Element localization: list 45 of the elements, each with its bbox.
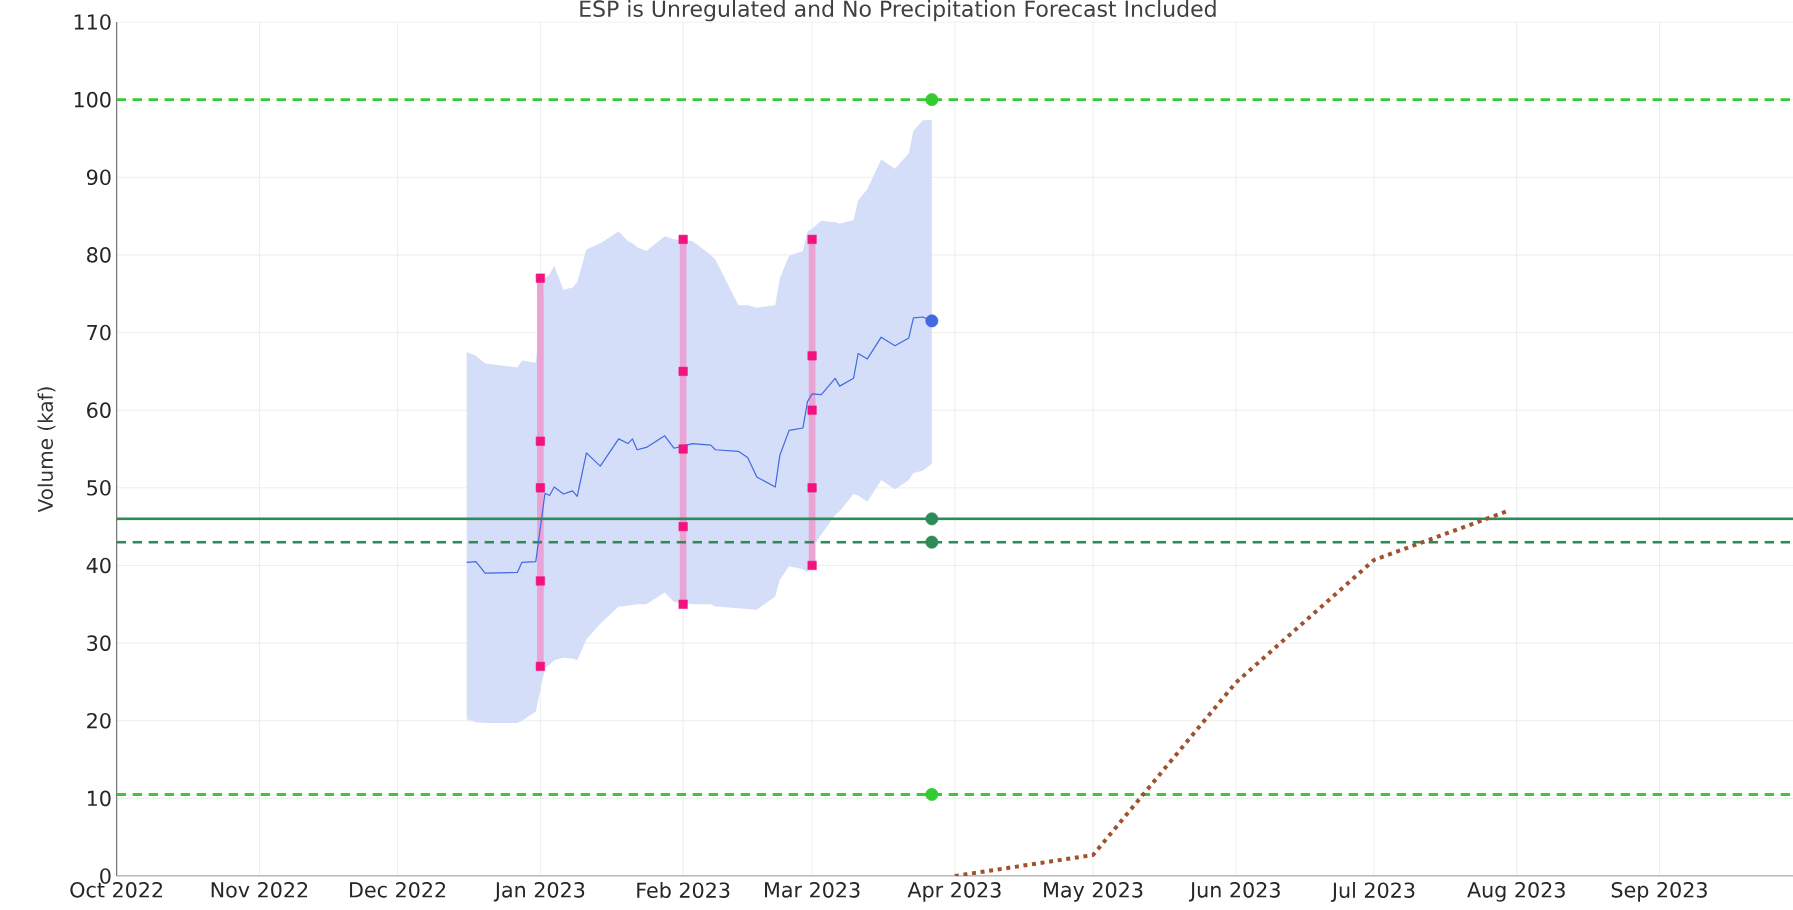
x-tick-label: May 2023	[1044, 882, 1143, 902]
y-tick-label: 10	[87, 790, 111, 807]
y-tick-label: 50	[87, 480, 111, 496]
point	[678, 522, 688, 532]
y-tick-label: 60	[87, 402, 111, 418]
y-tick-label: 20	[87, 712, 111, 729]
point	[678, 366, 688, 376]
point	[925, 512, 939, 526]
point	[535, 436, 545, 446]
point	[807, 560, 817, 570]
point	[678, 599, 688, 609]
point	[678, 444, 688, 454]
point	[535, 576, 545, 586]
y-tick-label: 80	[87, 247, 111, 263]
x-tick-label: Dec 2022	[350, 882, 446, 898]
point	[535, 661, 545, 671]
y-tick-label: 100	[74, 91, 111, 108]
x-tick-label: Jun 2023	[1189, 882, 1280, 902]
point	[807, 234, 817, 244]
chart-title: ESP is Unregulated and No Precipitation Forecast Included	[580, 0, 1216, 22]
point	[925, 788, 939, 801]
point	[807, 351, 817, 361]
point	[535, 273, 545, 283]
point	[925, 93, 939, 107]
x-tick-label: Jan 2023	[493, 882, 585, 902]
x-tick-label: Aug 2023	[1467, 882, 1565, 902]
point	[807, 405, 817, 415]
y-tick-label: 110	[74, 14, 111, 30]
y-tick-label: 90	[86, 169, 111, 186]
y-tick-label: 0	[100, 868, 111, 884]
y-tick-label: 30	[87, 635, 111, 651]
y-tick-label: 70	[87, 324, 111, 341]
point	[925, 535, 939, 549]
x-tick-label: Sep 2023	[1611, 882, 1707, 902]
x-tick-label: Jul 2023	[1330, 882, 1415, 902]
point	[925, 314, 939, 328]
y-tick-label: 40	[86, 557, 111, 574]
point	[678, 234, 688, 244]
y-axis-title: Volume (kaf)	[37, 387, 56, 513]
x-tick-label: Feb 2023	[637, 882, 730, 899]
point	[535, 483, 545, 493]
x-tick-label: Mar 2023	[765, 882, 860, 898]
x-tick-label: Nov 2022	[211, 882, 308, 898]
point	[807, 483, 817, 493]
x-tick-label: Apr 2023	[907, 882, 1001, 902]
